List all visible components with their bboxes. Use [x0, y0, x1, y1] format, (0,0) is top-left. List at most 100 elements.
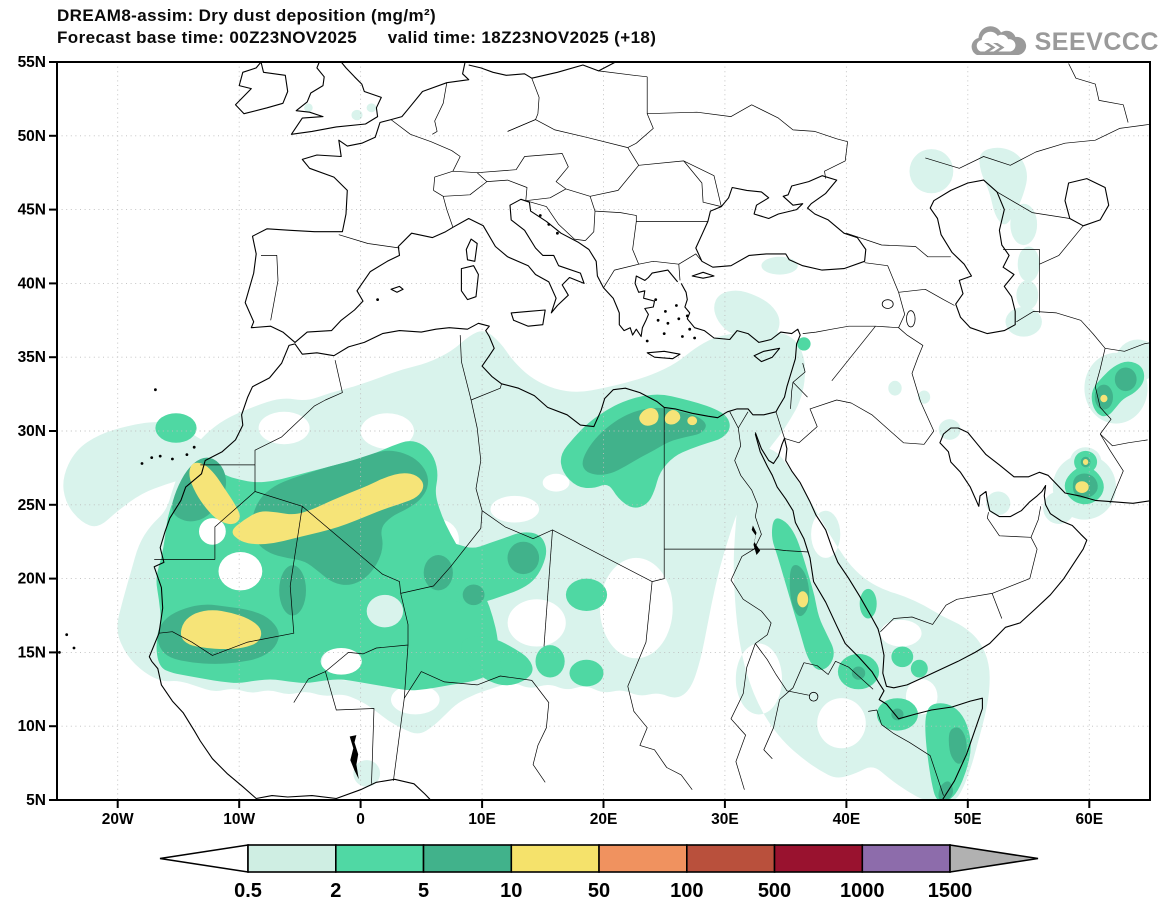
country-border: [338, 234, 400, 249]
y-axis-label: 35N: [18, 349, 46, 366]
y-axis-label: 40N: [18, 275, 46, 292]
coastline-closed: [929, 179, 1016, 335]
country-border: [864, 262, 906, 328]
x-axis-label: 50E: [954, 811, 982, 828]
country-border: [880, 593, 993, 632]
y-axis-label: 20N: [18, 571, 46, 588]
contour-level-4-spot: [687, 416, 698, 426]
country-border: [477, 153, 569, 190]
coastline-closed: [695, 175, 867, 271]
contour-level-2-spot: [910, 659, 928, 678]
contour-level-1-blob: [714, 290, 780, 342]
country-border: [603, 263, 639, 288]
contour-level-4-spot: [1100, 394, 1108, 403]
coastline: [290, 62, 382, 135]
contour-level-1-spot: [351, 109, 363, 121]
country-border: [925, 123, 1150, 169]
island-dot: [677, 317, 681, 321]
colorbar-segment: [247, 844, 337, 873]
country-border: [486, 179, 528, 201]
country-border: [775, 411, 785, 439]
island-dot: [171, 457, 174, 461]
island-dot: [538, 214, 542, 217]
country-border: [404, 671, 550, 783]
contour-level-2-spot: [500, 650, 527, 675]
y-axis-label: 50N: [18, 128, 46, 145]
island-dot: [662, 332, 666, 335]
coastline: [148, 283, 801, 800]
country-border: [390, 119, 461, 172]
island-dot: [654, 298, 658, 301]
island-dot: [58, 651, 61, 654]
plot-title: DREAM8-assim: Dry dust deposition (mg/m²…: [57, 6, 437, 25]
island-dot: [693, 336, 696, 340]
colorbar-label: 1500: [928, 880, 973, 902]
contour-level-3-blob: [582, 407, 706, 475]
country-border: [594, 210, 708, 222]
island-dot: [675, 304, 678, 307]
country-border: [158, 506, 303, 656]
y-axis-label: 10N: [18, 718, 46, 735]
colorbar-label: 50: [588, 880, 610, 902]
country-border: [996, 191, 1070, 219]
coastline: [754, 427, 1150, 689]
island-dot: [666, 321, 670, 325]
x-axis: 20W 10W 0 10E 20E 30E 40E 50E 60E: [102, 811, 1103, 828]
island-dot: [65, 633, 69, 637]
contour-level-2-spot: [535, 645, 565, 678]
country-border: [763, 662, 805, 759]
contour-level-3-blob: [948, 727, 967, 764]
x-axis-label: 10E: [468, 811, 496, 828]
contour-level-4-blob: [232, 473, 424, 545]
contour-level-2-spot: [569, 659, 604, 687]
colorbar-label: 100: [670, 880, 703, 902]
country-border: [525, 200, 586, 241]
y-axis-label: 5N: [26, 792, 46, 809]
dust-contours: [63, 103, 1150, 800]
contour-level-3-spot: [423, 554, 453, 591]
country-border: [792, 382, 808, 398]
country-border: [898, 327, 935, 432]
river: [730, 643, 756, 790]
country-border: [683, 160, 722, 207]
contour-level-1-blob: [733, 440, 990, 800]
contour-level-2-spot: [891, 646, 914, 668]
contour-level-2-spot: [859, 588, 877, 619]
colorbar-segment: [598, 844, 688, 873]
lake: [751, 525, 761, 555]
x-axis-label: 10W: [223, 811, 255, 828]
country-border: [1068, 63, 1129, 123]
contour-level-3-spot: [279, 565, 307, 616]
country-border: [1016, 311, 1106, 349]
river: [755, 643, 809, 696]
y-axis-label: 25N: [18, 497, 46, 514]
country-border: [254, 360, 343, 465]
country-border: [1099, 433, 1124, 504]
contour-level-1-spot: [888, 380, 902, 396]
coastline-closed: [465, 238, 478, 262]
colorbar-below-min-arrow: [159, 844, 249, 873]
country-border: [302, 506, 483, 594]
contour-level-2-spot: [565, 578, 608, 611]
coastline-closed: [1064, 178, 1110, 227]
contour-level-1-blob: [979, 147, 1027, 225]
country-border: [154, 464, 256, 560]
country-border: [481, 407, 665, 582]
colorbar-label: 500: [758, 880, 791, 902]
country-border: [632, 221, 681, 281]
colorbar-segment: [510, 844, 600, 873]
contour-level-3-spot: [891, 708, 904, 721]
x-axis-label: 20W: [102, 811, 134, 828]
contour-level-1-spot: [909, 149, 954, 194]
colorbar-segment: [334, 844, 425, 873]
contour-level-3-spot: [851, 666, 866, 680]
coastline-closed: [691, 271, 715, 279]
contour-level-4-spot: [797, 591, 809, 608]
country-border: [784, 399, 935, 445]
island-dot: [688, 327, 692, 331]
contour-level-3-spot: [462, 584, 485, 606]
country-border: [991, 537, 1038, 594]
country-border: [325, 671, 375, 784]
coastline-closed: [646, 350, 681, 360]
island-dot: [547, 223, 551, 226]
